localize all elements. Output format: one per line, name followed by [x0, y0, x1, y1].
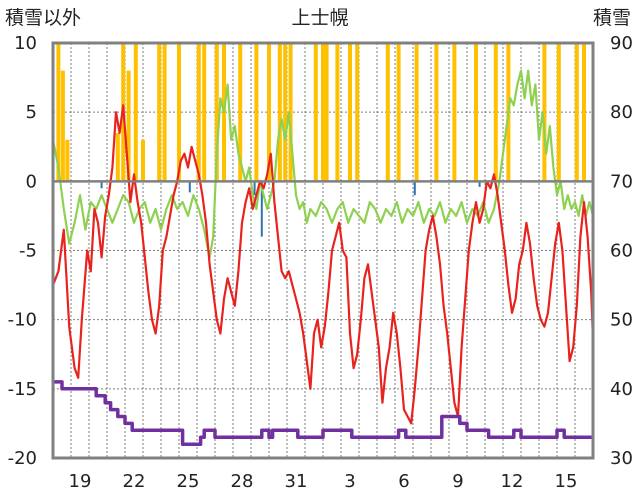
precip-bar — [60, 70, 65, 182]
left-tick-label: -10 — [8, 310, 37, 331]
x-tick-label: 28 — [231, 471, 254, 492]
precip-bar — [162, 43, 167, 182]
left-tick-label: -15 — [8, 379, 37, 400]
precip-bar — [141, 139, 145, 182]
precip-bar — [348, 43, 352, 182]
precip-bar — [177, 43, 181, 182]
precip-bar — [582, 43, 586, 182]
precip-bar — [65, 139, 70, 182]
series-lines — [51, 69, 595, 446]
x-tick-label: 6 — [398, 471, 409, 492]
precip-bar — [434, 43, 439, 182]
right-tick-labels: 90 80 70 60 50 40 30 — [610, 33, 633, 469]
precip-bar — [115, 132, 120, 182]
precip-bar — [493, 43, 498, 182]
x-tick-label: 25 — [177, 471, 200, 492]
precip-bar — [254, 43, 259, 182]
x-tick-label: 19 — [69, 471, 92, 492]
precip-bar — [267, 43, 271, 182]
right-tick-label: 30 — [610, 448, 633, 469]
chart-title: 上士幌 — [291, 7, 348, 29]
precip-bar — [313, 43, 318, 182]
precip-bar — [556, 43, 561, 182]
precip-bar — [414, 43, 419, 182]
right-tick-label: 40 — [610, 379, 633, 400]
precip-small-bar — [188, 181, 191, 193]
series-line-snow-depth — [53, 380, 593, 446]
left-tick-label: 10 — [14, 33, 37, 54]
left-tick-label: 0 — [26, 171, 37, 192]
precip-small-bar — [413, 181, 416, 196]
precip-bar — [335, 43, 340, 182]
precip-small-bar — [253, 181, 256, 196]
left-tick-label: 5 — [26, 102, 37, 123]
precip-bar — [238, 43, 243, 182]
x-tick-label: 12 — [501, 471, 524, 492]
x-tick-label: 22 — [123, 471, 146, 492]
series-line-temperature — [51, 104, 595, 425]
x-tick-label: 31 — [285, 471, 308, 492]
precip-bar — [452, 43, 457, 182]
precip-bar — [157, 43, 162, 182]
right-tick-label: 50 — [610, 310, 633, 331]
plot-frame — [51, 41, 595, 460]
right-tick-label: 80 — [610, 102, 633, 123]
precip-bar — [385, 43, 390, 182]
x-tick-labels: 19 22 25 28 31 3 6 9 12 15 — [69, 471, 578, 492]
precip-bar — [126, 70, 131, 182]
precip-bar — [542, 43, 547, 182]
precip-small-bar — [100, 181, 103, 189]
precip-bar — [574, 43, 579, 182]
left-tick-labels: 10 5 0 -5 -10 -15 -20 — [8, 33, 37, 469]
precip-bar — [288, 43, 293, 182]
precip-bar — [324, 43, 329, 182]
series-line-humidity — [51, 69, 595, 259]
precip-bar — [474, 43, 478, 182]
precip-bar — [214, 43, 219, 182]
precip-bar — [196, 43, 201, 182]
precip-bar — [283, 43, 288, 182]
right-tick-label: 60 — [610, 241, 633, 262]
precip-small-bar — [478, 181, 481, 187]
x-tick-label: 9 — [452, 471, 463, 492]
x-tick-label: 15 — [555, 471, 578, 492]
precip-bar — [396, 43, 401, 182]
precip-bar — [133, 43, 138, 182]
left-axis-label: 積雪以外 — [5, 7, 81, 29]
precip-bars — [56, 43, 586, 237]
right-tick-label: 70 — [610, 171, 633, 192]
precip-bar — [321, 43, 325, 182]
precip-small-bar — [260, 181, 263, 237]
x-tick-label: 3 — [344, 471, 355, 492]
precip-bar — [355, 43, 360, 182]
precip-bar — [202, 43, 207, 182]
left-tick-label: -20 — [8, 448, 37, 469]
right-axis-label: 積雪 — [593, 7, 631, 29]
precip-bar — [277, 43, 282, 182]
right-tick-label: 90 — [610, 33, 633, 54]
precip-bar — [56, 43, 61, 182]
left-tick-label: -5 — [19, 241, 37, 262]
